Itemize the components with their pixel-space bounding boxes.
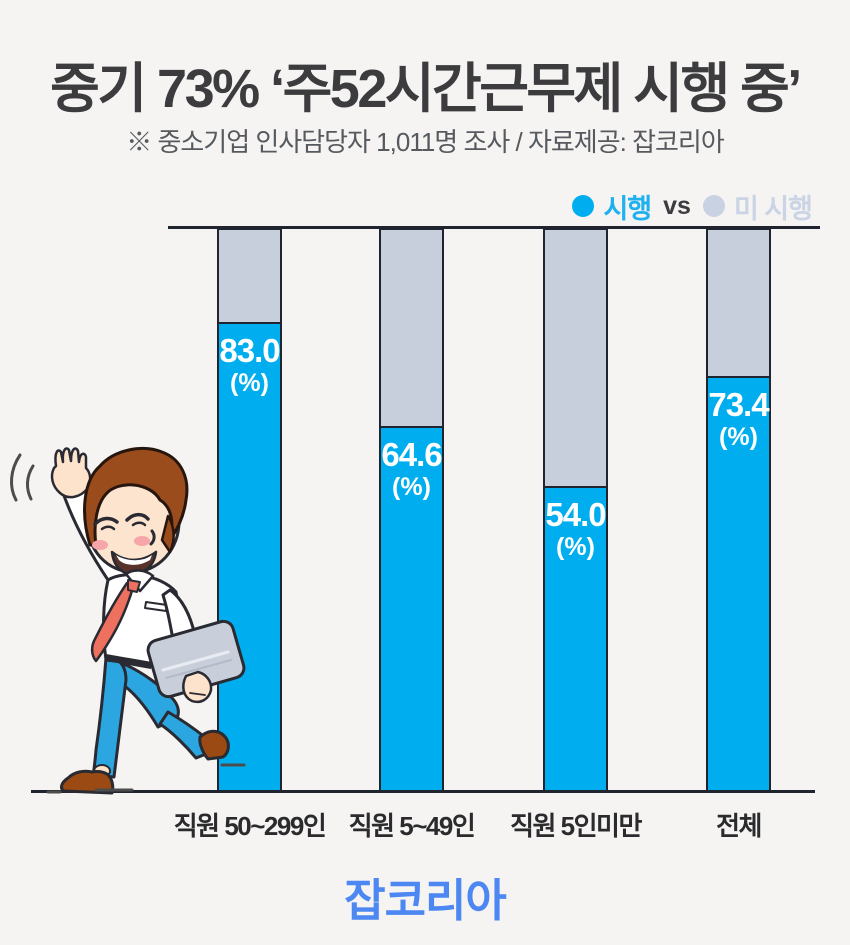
bar-group-2: 64.6 (%) <box>379 228 444 793</box>
chart-top-axis-line <box>168 226 820 229</box>
motion-lines-icon <box>10 453 22 502</box>
category-label-2: 직원 5~49인 <box>348 811 476 841</box>
chart-baseline <box>31 790 815 793</box>
legend-label-not-implemented: 미 시행 <box>733 193 813 224</box>
bar-unit-label: (%) <box>719 422 758 451</box>
page-title: 중기 73% ‘주52시간근무제 시행 중’ <box>50 59 802 119</box>
legend-dot-not-implemented <box>702 195 725 217</box>
bar-group-3: 54.0 (%) <box>543 228 608 793</box>
bar-unit-label: (%) <box>230 368 269 397</box>
bar-value-label: 54.0 <box>545 495 606 533</box>
legend-dot-implemented <box>572 195 595 217</box>
bar-segment-not-implemented <box>545 230 606 486</box>
businessman-illustration <box>10 447 246 795</box>
bar-segment-implemented: 54.0 (%) <box>545 485 607 791</box>
bar-segment-not-implemented <box>708 230 769 377</box>
jobkorea-logo: 잡코리아 <box>344 875 507 926</box>
category-label-1: 직원 50~299인 <box>173 811 327 841</box>
legend: 시행 vs 미 시행 <box>572 190 813 224</box>
bar-segment-implemented: 73.4 (%) <box>708 376 770 791</box>
category-label-3: 직원 5인미만 <box>510 811 642 841</box>
bar-group-1: 83.0 (%) <box>217 228 282 793</box>
category-label-4: 전체 <box>716 811 762 841</box>
bar-value-label: 64.6 <box>381 436 442 474</box>
page-subtitle: ※ 중소기업 인사담당자 1,011명 조사 / 자료제공: 잡코리아 <box>126 127 725 157</box>
bar-unit-label: (%) <box>556 532 595 561</box>
bar-segment-implemented: 64.6 (%) <box>381 426 443 791</box>
legend-label-implemented: 시행 <box>603 193 652 224</box>
bar-group-4: 73.4 (%) <box>706 228 771 793</box>
bar-segment-not-implemented <box>219 230 280 323</box>
bar-segment-implemented: 83.0 (%) <box>219 322 281 791</box>
bar-segment-not-implemented <box>381 230 442 427</box>
legend-vs-text: vs <box>663 191 691 220</box>
bar-unit-label: (%) <box>392 472 431 501</box>
bar-value-label: 83.0 <box>219 332 280 370</box>
bar-value-label: 73.4 <box>708 386 769 424</box>
